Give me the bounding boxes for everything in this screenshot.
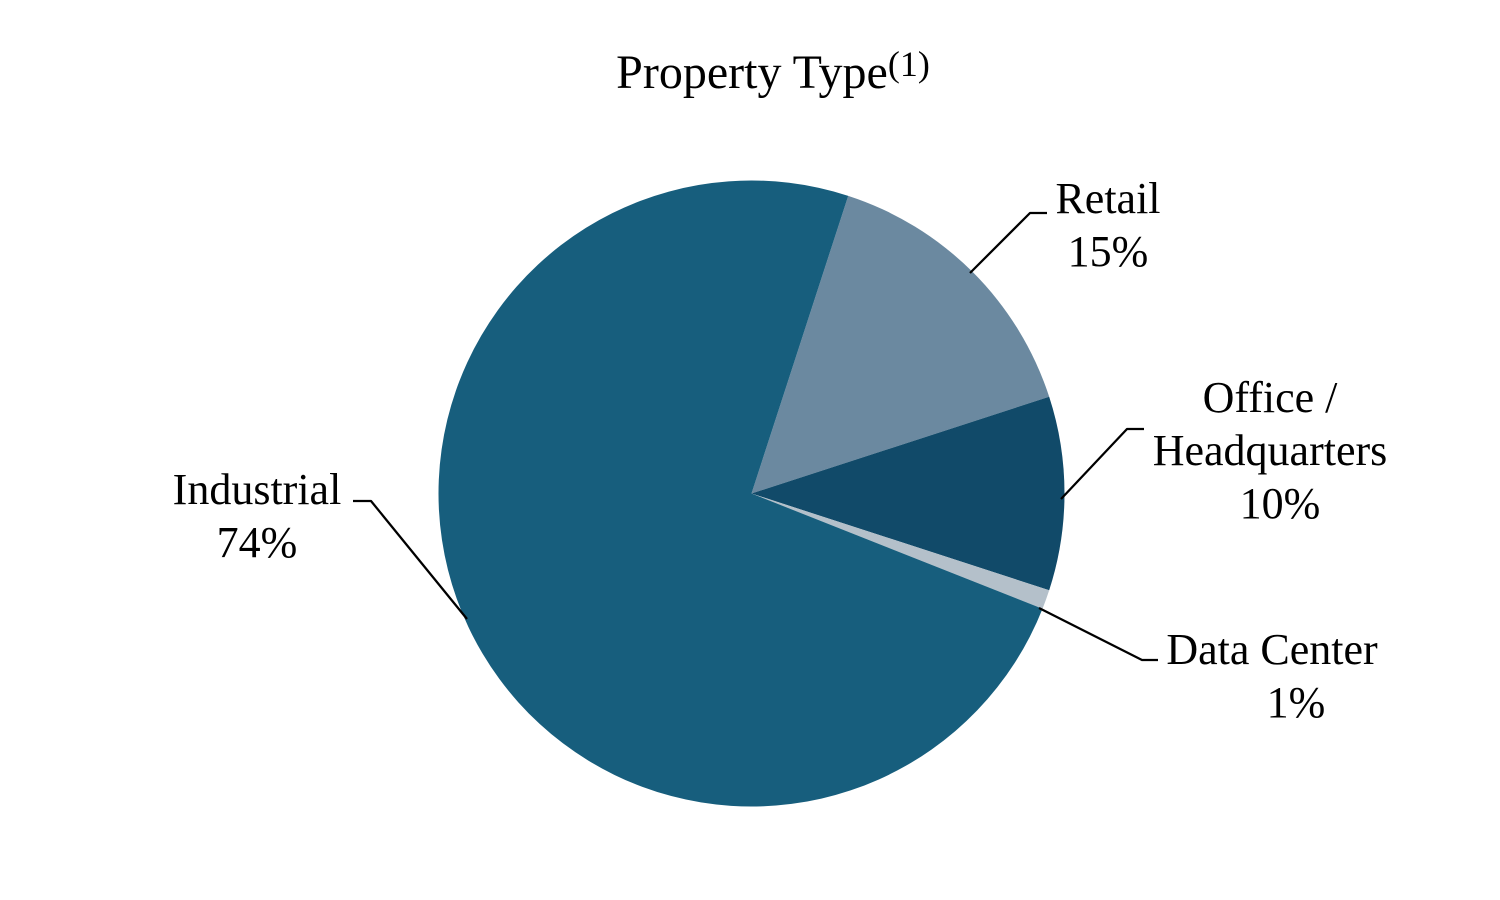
data-center-label-name: Data Center xyxy=(1166,625,1378,674)
office-label-name-line2: Headquarters xyxy=(1152,426,1388,475)
industrial-label-pct: 74% xyxy=(216,518,298,567)
office-headquarters-label: Office / Headquarters 10% xyxy=(1153,371,1388,530)
office-label-name-line1: Office / xyxy=(1202,373,1338,422)
retail-leader-line xyxy=(969,211,1047,274)
data-center-slice xyxy=(751,493,1050,609)
pie-slices xyxy=(438,180,1065,807)
industrial-leader-line xyxy=(353,499,468,620)
retail-slice xyxy=(751,195,1050,494)
chart-title: Property Type(1) xyxy=(616,46,930,100)
chart-title-footnote-ref: (1) xyxy=(887,44,930,84)
chart-title-text: Property Type xyxy=(616,46,888,99)
leader-lines xyxy=(353,211,1158,662)
office-headquarters-leader-line xyxy=(1060,427,1144,500)
retail-label-name: Retail xyxy=(1055,174,1161,223)
retail-label-pct: 15% xyxy=(1067,227,1149,276)
industrial-slice xyxy=(438,180,1043,807)
data-center-leader-line xyxy=(1038,606,1158,662)
industrial-label-name: Industrial xyxy=(172,465,342,514)
retail-label: Retail 15% xyxy=(1055,172,1160,278)
data-center-label: Data Center 1% xyxy=(1166,623,1377,729)
data-center-label-pct: 1% xyxy=(1266,678,1326,727)
office-headquarters-slice xyxy=(751,396,1065,591)
office-label-pct: 10% xyxy=(1239,479,1321,528)
industrial-label: Industrial 74% xyxy=(173,463,342,569)
